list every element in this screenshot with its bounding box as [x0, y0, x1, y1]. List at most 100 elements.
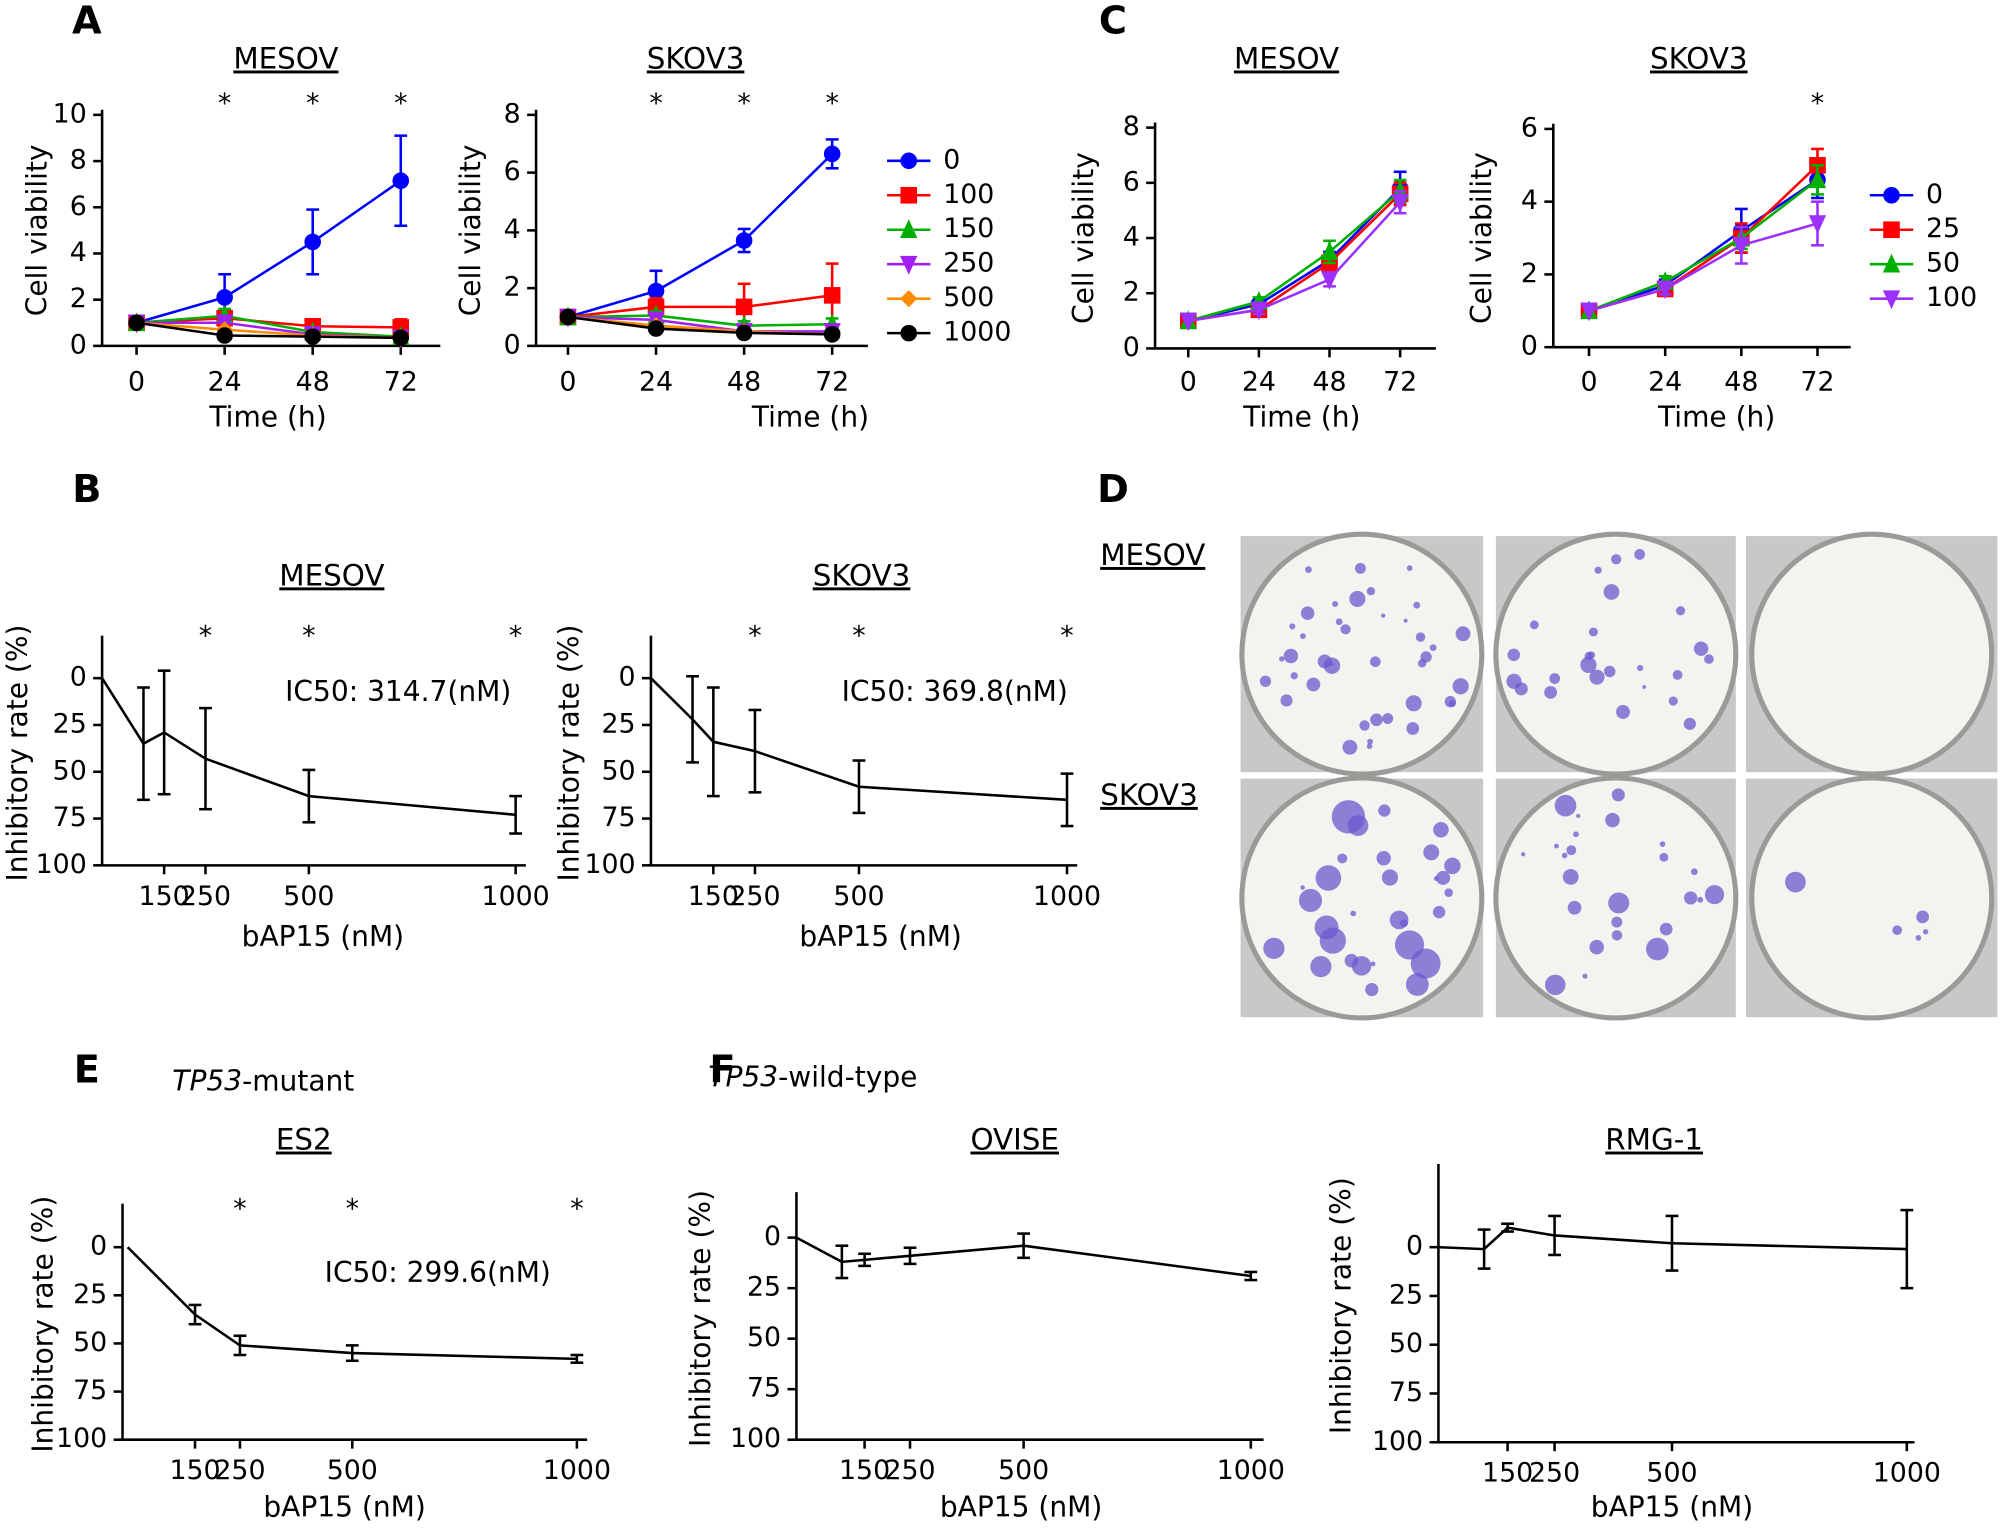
y-tick-label: 0 — [1406, 1231, 1423, 1262]
colony — [1545, 974, 1566, 996]
series-line — [795, 1236, 1251, 1278]
y-axis-label: Inhibitory rate (%) — [1325, 1177, 1358, 1434]
x-tick-label: 0 — [128, 366, 145, 397]
series-line — [1588, 164, 1819, 313]
y-tick-label: 0 — [70, 329, 87, 360]
error-bar — [903, 1246, 917, 1266]
colony — [1922, 929, 1929, 935]
y-tick-label: 0 — [504, 329, 521, 360]
x-axis-label: bAP15 (nM) — [799, 920, 961, 953]
subtitle: TP53-mutant — [172, 1064, 354, 1097]
colony — [1335, 618, 1343, 626]
subtitle-text: -mutant — [242, 1064, 354, 1097]
colony — [1444, 888, 1453, 897]
colony — [1675, 606, 1686, 616]
colony — [1603, 665, 1616, 678]
colony — [1642, 685, 1647, 689]
x-tick-label: 0 — [559, 366, 576, 397]
colony — [1704, 654, 1714, 664]
colony — [1423, 844, 1440, 861]
colony — [1340, 624, 1351, 635]
panel-letter: E — [74, 1048, 100, 1093]
colony — [1354, 562, 1366, 574]
y-axis-label: Inhibitory rate (%) — [1, 625, 34, 882]
colony — [1603, 584, 1620, 600]
x-tick-label: 150 — [688, 881, 739, 912]
x-axis-label: bAP15 (nM) — [263, 1491, 425, 1524]
gene: TP53 — [172, 1064, 242, 1097]
row-label: SKOV3 — [1100, 778, 1198, 812]
colony — [1594, 566, 1602, 574]
colony — [1370, 656, 1381, 668]
colony — [1576, 813, 1581, 818]
colony — [1554, 843, 1559, 849]
y-tick-label: 0 — [764, 1221, 781, 1252]
marker — [1391, 193, 1409, 213]
error-bar — [302, 768, 316, 824]
y-tick-label: 4 — [1123, 222, 1140, 253]
colony — [1589, 669, 1605, 685]
colony — [1785, 871, 1806, 893]
legend-label: 0 — [1926, 179, 1943, 210]
colony — [1376, 851, 1391, 866]
colony — [1646, 937, 1669, 961]
significance: * — [218, 88, 231, 119]
series-line — [1188, 201, 1402, 323]
ic50-note: IC50: 299.6(nM) — [325, 1256, 551, 1289]
y-tick-label: 8 — [1123, 111, 1140, 142]
marker — [1320, 241, 1339, 261]
significance: * — [748, 620, 761, 651]
y-tick-label: 4 — [1521, 185, 1538, 216]
colony — [1659, 852, 1669, 862]
y-tick-label: 2 — [504, 272, 521, 303]
series-line — [136, 321, 401, 340]
significance: * — [509, 620, 522, 651]
x-tick-label: 24 — [1648, 366, 1682, 397]
y-tick-label: 50 — [602, 755, 636, 786]
x-tick-label: 250 — [1529, 1458, 1580, 1489]
series-line — [650, 677, 1068, 802]
chart-title: SKOV3 — [1650, 41, 1748, 75]
x-axis-label: bAP15 (nM) — [242, 920, 404, 953]
error-bar — [1477, 1228, 1491, 1270]
legend-marker — [900, 219, 918, 239]
marker — [735, 324, 753, 342]
x-tick-label: 24 — [639, 366, 673, 397]
x-tick-label: 48 — [296, 366, 330, 397]
y-tick-label: 50 — [1389, 1328, 1423, 1359]
colony — [1561, 852, 1568, 859]
y-tick-label: 4 — [504, 214, 521, 245]
error-bar — [570, 1353, 584, 1364]
colony — [1349, 590, 1366, 607]
y-tick-label: 75 — [1389, 1377, 1423, 1408]
error-bar — [199, 706, 212, 811]
x-tick-label: 48 — [1312, 366, 1346, 397]
y-tick-label: 100 — [56, 1423, 107, 1454]
marker — [392, 329, 410, 347]
chart-title: MESOV — [233, 41, 338, 75]
x-tick-label: 72 — [1383, 366, 1417, 397]
colony — [1529, 620, 1539, 630]
colony — [1370, 713, 1383, 727]
colony — [1444, 857, 1461, 875]
panel-letter: B — [72, 467, 101, 512]
x-tick-label: 1000 — [1217, 1455, 1285, 1486]
colony — [1370, 961, 1376, 967]
series-line — [567, 315, 833, 333]
x-tick-label: 72 — [384, 366, 418, 397]
colony — [1381, 869, 1399, 886]
chart-title: MESOV — [1234, 41, 1339, 75]
significance: * — [852, 620, 865, 651]
colony — [1300, 885, 1305, 890]
colony — [1554, 794, 1577, 817]
legend-marker — [900, 290, 918, 308]
colony — [1690, 868, 1698, 876]
colony — [1672, 670, 1683, 680]
series-line — [136, 179, 402, 325]
x-axis-label: Time (h) — [1657, 401, 1775, 434]
colony — [1305, 566, 1312, 573]
chart-title: SKOV3 — [647, 41, 745, 75]
panel-letter: D — [1097, 467, 1129, 512]
x-tick-label: 1000 — [1873, 1458, 1941, 1489]
marker — [1179, 312, 1197, 332]
